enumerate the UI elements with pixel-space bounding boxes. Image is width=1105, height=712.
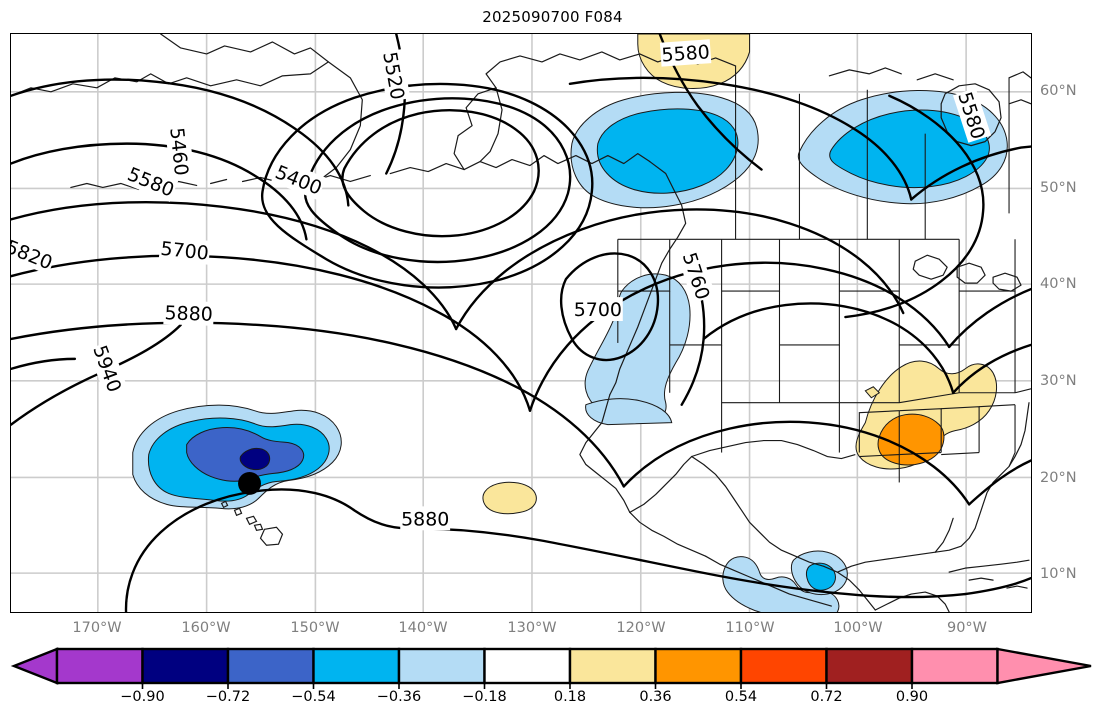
cb-tick-label-2: −0.54 <box>291 689 336 705</box>
anomaly-gulf-coast <box>855 360 998 470</box>
anomaly-hawaii <box>132 404 342 510</box>
cb-swatch-9 <box>825 647 914 685</box>
cb-tick-label-4: −0.18 <box>462 689 507 705</box>
cb-swatch-extend-max <box>996 647 1092 685</box>
anomaly-gulf-alaska <box>570 91 759 209</box>
lon-label-130w: 130°W <box>507 620 557 636</box>
lon-label-120w: 120°W <box>616 620 666 636</box>
lon-label-140w: 140°W <box>398 620 448 636</box>
contour-label-5580-b: 5580 <box>661 41 711 66</box>
cb-tick-label-9: 0.90 <box>895 689 929 705</box>
height-contours <box>11 34 1031 612</box>
cb-tick-label-8: 0.72 <box>810 689 843 705</box>
cb-swatch-1 <box>141 647 230 685</box>
contour-labels: 5400 5460 5520 5580 <box>11 39 992 530</box>
colorbar: −0.90 −0.72 −0.54 −0.36 −0.18 0.18 0.36 … <box>0 645 1105 712</box>
cb-swatch-2 <box>226 647 315 685</box>
cb-swatch-5 <box>483 647 572 685</box>
lon-label-170w: 170°W <box>72 620 122 636</box>
cb-tick-label-6: 0.36 <box>639 689 672 705</box>
cb-swatch-4 <box>397 647 486 685</box>
cb-swatch-7 <box>654 647 743 685</box>
page-title: 2025090700 F084 <box>482 8 623 26</box>
map-plot-area: 5400 5460 5520 5580 <box>10 33 1032 613</box>
contour-label-5820: 5820 <box>11 236 55 274</box>
anomaly-pacific-blob <box>482 481 537 515</box>
lat-label-40n: 40°N <box>1040 276 1077 292</box>
lon-label-110w: 110°W <box>725 620 775 636</box>
lon-label-160w: 160°W <box>181 620 231 636</box>
contour-label-5880-b: 5880 <box>401 508 449 530</box>
contour-label-5520: 5520 <box>378 50 408 101</box>
anomaly-great-basin <box>584 273 691 426</box>
colorbar-swatches <box>10 647 1092 685</box>
contour-label-5700-a: 5700 <box>160 238 210 265</box>
lat-label-30n: 30°N <box>1040 373 1077 389</box>
contour-label-5460: 5460 <box>165 126 192 176</box>
cb-tick-label-0: −0.90 <box>120 689 165 705</box>
anomaly-northern-plains <box>797 90 1008 205</box>
contour-label-5880-a: 5880 <box>164 302 213 326</box>
anomaly-southern-mexico <box>722 550 848 612</box>
lon-label-100w: 100°W <box>833 620 883 636</box>
lon-label-150w: 150°W <box>290 620 340 636</box>
cb-swatch-8 <box>739 647 828 685</box>
lat-label-60n: 60°N <box>1040 83 1077 99</box>
cb-swatch-3 <box>312 647 401 685</box>
hawaii-islands <box>220 500 284 546</box>
cb-tick-label-3: −0.36 <box>376 689 422 705</box>
contour-label-5700-b: 5700 <box>574 299 622 321</box>
lon-label-90w: 90°W <box>946 620 988 636</box>
cb-swatch-0 <box>55 647 144 685</box>
cb-tick-label-1: −0.72 <box>205 689 251 705</box>
cb-tick-label-7: 0.54 <box>724 689 758 705</box>
anomaly-shading <box>132 34 1008 612</box>
lat-label-50n: 50°N <box>1040 180 1077 196</box>
colorbar-ticks <box>141 683 913 689</box>
lat-label-10n: 10°N <box>1040 566 1077 582</box>
cb-swatch-10 <box>910 647 999 685</box>
colorbar-canvas <box>10 647 1092 689</box>
cb-swatch-6 <box>568 647 657 685</box>
map-canvas: 5400 5460 5520 5580 <box>11 34 1031 612</box>
cb-tick-label-5: 0.18 <box>553 689 587 705</box>
cb-swatch-extend-min <box>10 647 59 685</box>
storm-center-marker[interactable] <box>238 471 262 495</box>
lat-label-20n: 20°N <box>1040 470 1077 486</box>
